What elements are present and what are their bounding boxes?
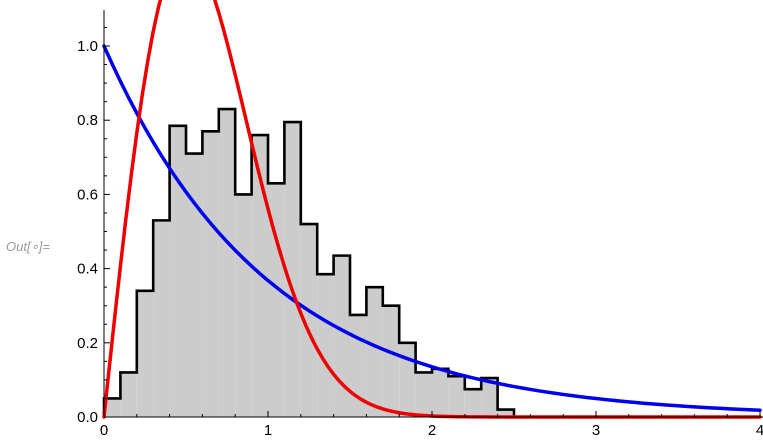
histogram-bar [153, 220, 170, 417]
histogram-bar [235, 194, 252, 417]
y-tick-label: 1.0 [77, 38, 98, 55]
histogram-bar [300, 224, 318, 417]
y-tick-label: 0.2 [77, 335, 98, 352]
histogram-bar [136, 290, 154, 417]
histogram-layer [102, 107, 516, 418]
histogram-bar [169, 125, 186, 417]
histogram-bar [202, 131, 219, 417]
histogram-bar [399, 342, 416, 417]
histogram-bar [432, 368, 449, 417]
histogram-bar [120, 372, 137, 417]
histogram-bar [317, 274, 334, 417]
x-tick-label: 3 [592, 422, 600, 439]
histogram-bar [333, 255, 350, 417]
axes-layer: 0.0 0.2 0.4 0.6 0.8 1.0 0 1 2 3 4 [77, 10, 763, 439]
histogram-bar [464, 389, 482, 417]
output-cell-label: Out[∘]= [6, 239, 50, 254]
histogram-bar [366, 287, 383, 417]
histogram-bar [268, 183, 285, 417]
histogram-bar [251, 135, 268, 418]
histogram-bar [415, 372, 432, 417]
x-tick-label: 0 [100, 422, 108, 439]
histogram-bar [382, 305, 400, 417]
histogram-bar [218, 109, 236, 417]
histogram-bar [104, 398, 121, 417]
histogram-bar [497, 409, 514, 417]
x-tick-label: 4 [756, 422, 763, 439]
exponential-curve [102, 44, 762, 412]
y-tick-label: 0.0 [77, 409, 98, 426]
y-tick-label: 0.4 [77, 261, 98, 278]
y-tick-label: 0.6 [77, 186, 98, 203]
histogram-bar [481, 378, 498, 417]
y-tick-label: 0.8 [77, 112, 98, 129]
histogram-bar [186, 153, 203, 417]
histogram-bar [284, 122, 301, 418]
x-tick-label: 2 [428, 422, 436, 439]
histogram-bar [448, 376, 465, 417]
x-tick-label: 1 [264, 422, 272, 439]
